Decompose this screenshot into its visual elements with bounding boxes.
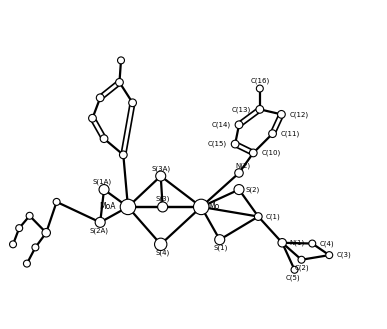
Circle shape <box>129 99 137 107</box>
Text: C(2): C(2) <box>294 264 309 271</box>
Circle shape <box>234 185 244 194</box>
Circle shape <box>256 106 264 113</box>
Circle shape <box>231 140 239 148</box>
Circle shape <box>235 169 243 177</box>
Circle shape <box>156 171 166 181</box>
Circle shape <box>99 185 109 194</box>
Circle shape <box>215 235 225 245</box>
Circle shape <box>10 241 17 248</box>
Circle shape <box>26 212 33 219</box>
Text: S(3): S(3) <box>156 196 170 202</box>
Circle shape <box>89 114 96 122</box>
Text: C(12): C(12) <box>289 111 308 118</box>
Circle shape <box>53 198 60 205</box>
Text: C(16): C(16) <box>250 78 269 84</box>
Circle shape <box>158 202 168 212</box>
Circle shape <box>309 240 316 247</box>
Circle shape <box>116 79 123 86</box>
Text: C(5): C(5) <box>285 274 300 281</box>
Text: S(1): S(1) <box>213 245 228 251</box>
Circle shape <box>32 244 39 251</box>
Text: S(2A): S(2A) <box>90 228 109 234</box>
Circle shape <box>95 217 105 227</box>
Text: C(4): C(4) <box>319 240 334 247</box>
Text: S(2): S(2) <box>246 186 260 193</box>
Circle shape <box>235 121 243 129</box>
Text: S(4): S(4) <box>156 250 170 256</box>
Text: C(1): C(1) <box>265 213 280 220</box>
Circle shape <box>278 239 286 247</box>
Text: C(14): C(14) <box>211 121 231 128</box>
Circle shape <box>154 238 167 250</box>
Circle shape <box>24 260 31 267</box>
Circle shape <box>96 94 104 102</box>
Circle shape <box>16 225 23 232</box>
Text: C(13): C(13) <box>232 106 251 113</box>
Text: C(3): C(3) <box>336 252 351 258</box>
Text: Mo: Mo <box>208 202 219 212</box>
Circle shape <box>194 199 209 215</box>
Circle shape <box>254 213 262 220</box>
Text: N(1): N(1) <box>289 240 305 246</box>
Text: C(15): C(15) <box>207 141 227 147</box>
Circle shape <box>256 85 263 92</box>
Circle shape <box>298 256 305 263</box>
Circle shape <box>120 199 136 215</box>
Text: C(11): C(11) <box>280 130 300 137</box>
Text: C(10): C(10) <box>262 150 281 156</box>
Circle shape <box>118 57 125 64</box>
Circle shape <box>120 151 127 159</box>
Circle shape <box>277 111 285 118</box>
Circle shape <box>269 130 276 138</box>
Circle shape <box>291 266 298 273</box>
Circle shape <box>249 149 257 157</box>
Text: S(3A): S(3A) <box>151 165 170 172</box>
Text: MoA: MoA <box>99 202 116 212</box>
Text: S(1A): S(1A) <box>92 179 112 185</box>
Circle shape <box>42 229 50 237</box>
Text: N(2): N(2) <box>235 163 250 169</box>
Circle shape <box>100 135 108 142</box>
Circle shape <box>326 252 333 259</box>
